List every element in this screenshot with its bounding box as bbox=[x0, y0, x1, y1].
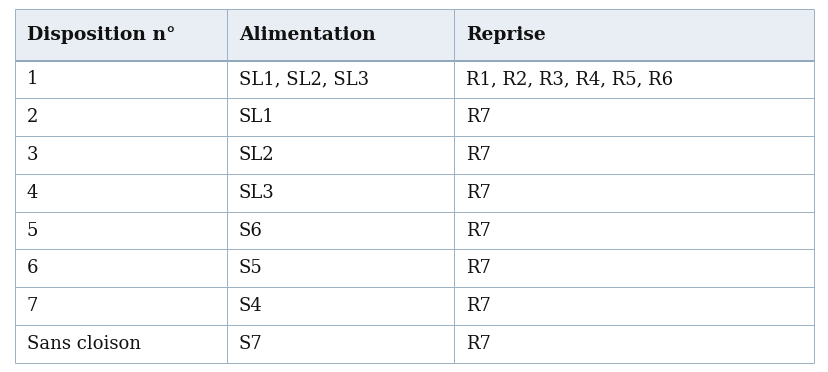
Bar bbox=[15, 61, 226, 98]
Bar bbox=[15, 287, 226, 325]
Bar bbox=[454, 9, 813, 61]
Bar bbox=[454, 325, 813, 363]
Bar bbox=[454, 98, 813, 136]
Bar bbox=[226, 249, 454, 287]
Text: R7: R7 bbox=[466, 259, 491, 277]
Bar bbox=[15, 212, 226, 249]
Bar bbox=[15, 249, 226, 287]
Text: 6: 6 bbox=[26, 259, 38, 277]
Bar bbox=[15, 9, 226, 61]
Text: R1, R2, R3, R4, R5, R6: R1, R2, R3, R4, R5, R6 bbox=[466, 70, 673, 89]
Text: 3: 3 bbox=[26, 146, 38, 164]
Text: SL1: SL1 bbox=[238, 108, 274, 126]
Bar bbox=[454, 61, 813, 98]
Bar bbox=[454, 287, 813, 325]
Text: SL2: SL2 bbox=[238, 146, 274, 164]
Text: S4: S4 bbox=[238, 297, 262, 315]
Bar bbox=[226, 287, 454, 325]
Bar bbox=[454, 136, 813, 174]
Bar bbox=[226, 136, 454, 174]
Text: Alimentation: Alimentation bbox=[238, 26, 375, 44]
Bar bbox=[15, 325, 226, 363]
Text: R7: R7 bbox=[466, 184, 491, 202]
Text: Sans cloison: Sans cloison bbox=[26, 335, 141, 353]
Text: 4: 4 bbox=[26, 184, 38, 202]
Bar bbox=[226, 174, 454, 212]
Bar bbox=[15, 174, 226, 212]
Text: S6: S6 bbox=[238, 221, 262, 240]
Text: Reprise: Reprise bbox=[466, 26, 546, 44]
Text: 2: 2 bbox=[26, 108, 38, 126]
Text: SL3: SL3 bbox=[238, 184, 274, 202]
Text: R7: R7 bbox=[466, 335, 491, 353]
Bar bbox=[226, 61, 454, 98]
Bar bbox=[454, 174, 813, 212]
Bar bbox=[226, 325, 454, 363]
Bar bbox=[226, 98, 454, 136]
Text: S5: S5 bbox=[238, 259, 262, 277]
Text: 5: 5 bbox=[26, 221, 38, 240]
Bar bbox=[454, 249, 813, 287]
Text: R7: R7 bbox=[466, 297, 491, 315]
Bar bbox=[15, 98, 226, 136]
Text: R7: R7 bbox=[466, 108, 491, 126]
Bar bbox=[226, 9, 454, 61]
Text: 7: 7 bbox=[26, 297, 38, 315]
Text: Disposition n°: Disposition n° bbox=[26, 26, 176, 44]
Bar bbox=[454, 212, 813, 249]
Text: R7: R7 bbox=[466, 221, 491, 240]
Bar bbox=[15, 136, 226, 174]
Bar bbox=[226, 212, 454, 249]
Text: 1: 1 bbox=[26, 70, 38, 89]
Text: S7: S7 bbox=[238, 335, 262, 353]
Text: SL1, SL2, SL3: SL1, SL2, SL3 bbox=[238, 70, 368, 89]
Text: R7: R7 bbox=[466, 146, 491, 164]
